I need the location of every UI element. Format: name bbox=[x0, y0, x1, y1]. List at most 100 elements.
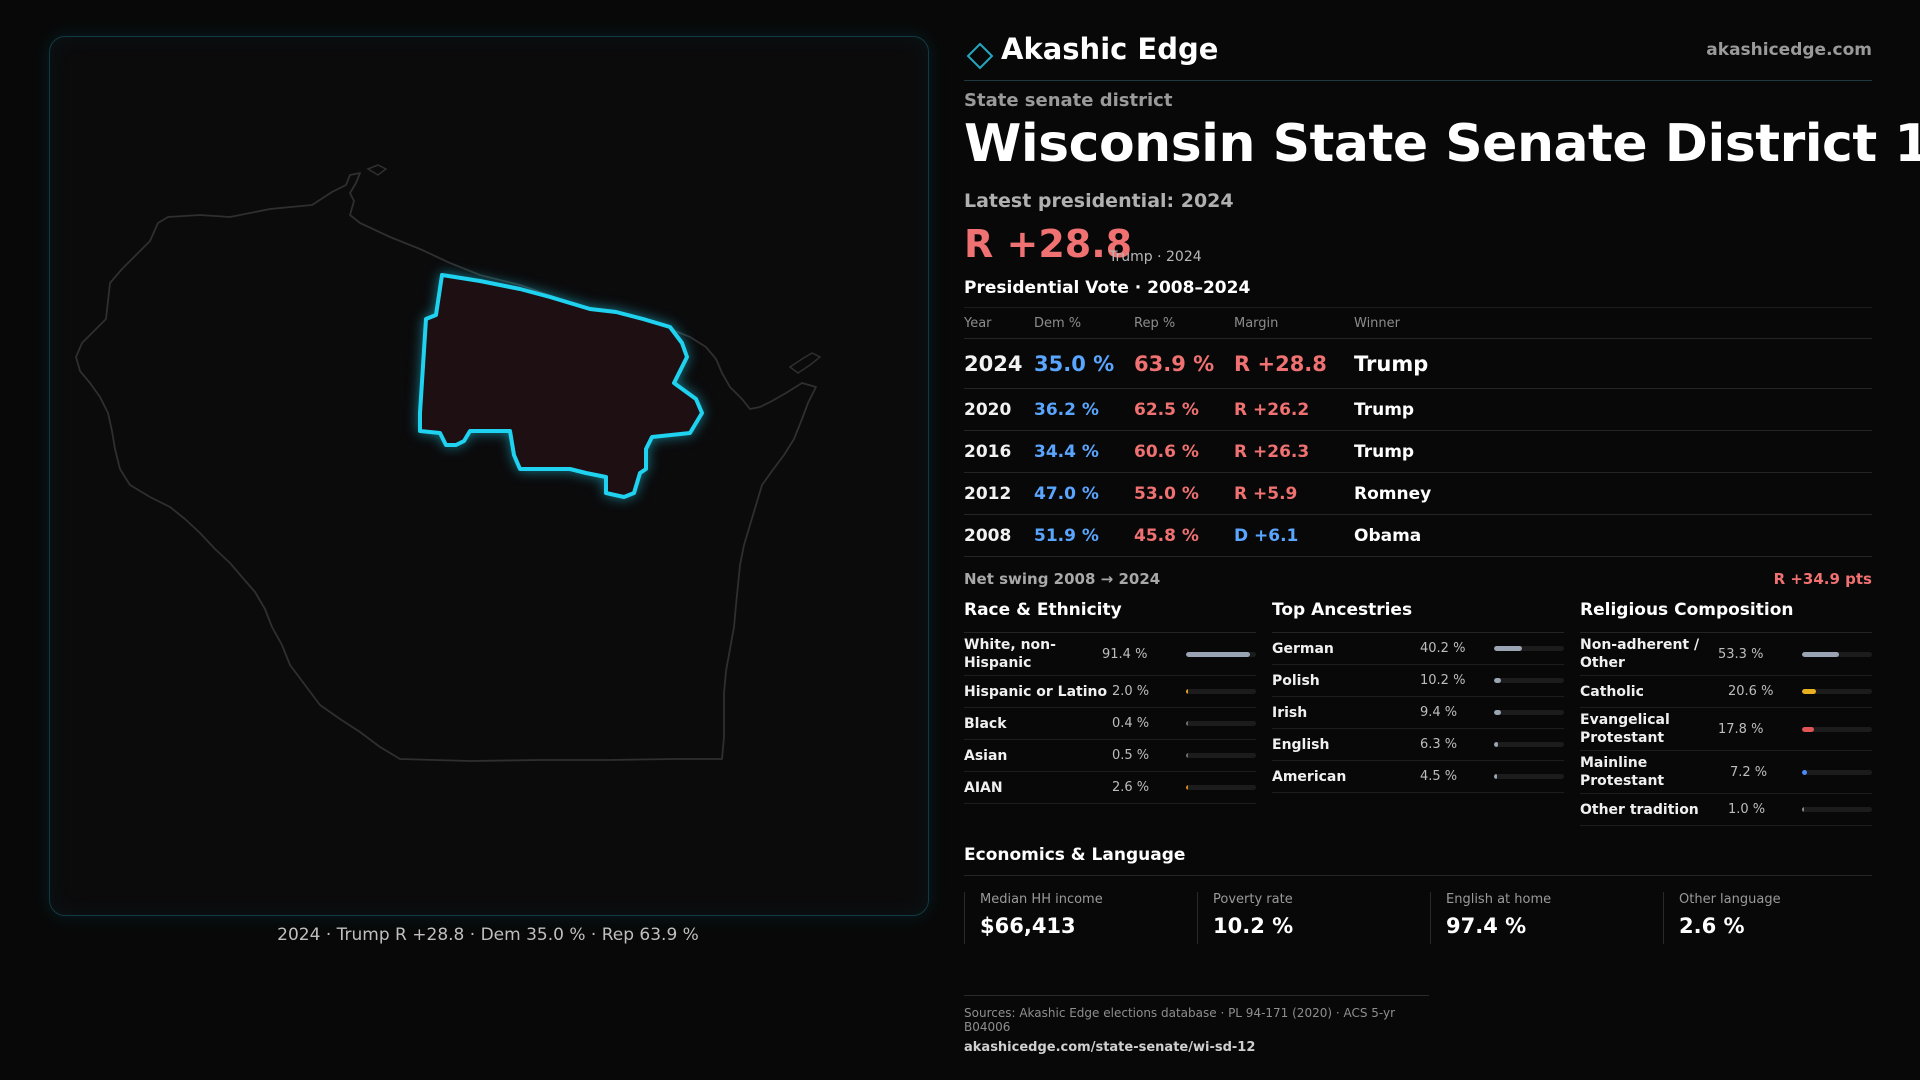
econ-stat: Median HH income $66,413 bbox=[964, 892, 1165, 944]
row-year: 2012 bbox=[964, 472, 1034, 515]
row-margin: R +5.9 bbox=[1234, 472, 1354, 515]
latest-presidential-label: Latest presidential: 2024 bbox=[964, 190, 1234, 212]
religion-title: Religious Composition bbox=[1580, 600, 1872, 633]
demo-row: Asian 0.5 % bbox=[964, 740, 1256, 772]
demo-row: Non-adherent / Other 53.3 % bbox=[1580, 633, 1872, 676]
col-rep: Rep % bbox=[1134, 307, 1234, 339]
demo-row: Other tradition 1.0 % bbox=[1580, 794, 1872, 826]
demo-bar-fill bbox=[1494, 742, 1499, 747]
row-year: 2008 bbox=[964, 514, 1034, 557]
demo-bar-fill bbox=[1494, 774, 1498, 779]
row-margin: R +26.2 bbox=[1234, 388, 1354, 431]
demo-value: 6.3 % bbox=[1420, 737, 1458, 752]
table-row: 2008 51.9 % 45.8 % D +6.1 Obama bbox=[964, 514, 1872, 557]
demo-value: 4.5 % bbox=[1420, 769, 1458, 784]
demo-bar bbox=[1802, 689, 1872, 694]
demo-value: 20.6 % bbox=[1728, 684, 1774, 699]
demo-bar-fill bbox=[1802, 769, 1808, 775]
religion-section: Religious Composition Non-adherent / Oth… bbox=[1580, 600, 1872, 826]
row-winner: Trump bbox=[1354, 338, 1872, 389]
demo-value: 2.0 % bbox=[1112, 684, 1150, 699]
econ-stat: Other language 2.6 % bbox=[1663, 892, 1864, 944]
demo-bar bbox=[1494, 774, 1564, 779]
demo-bar bbox=[1494, 678, 1564, 683]
row-dem: 51.9 % bbox=[1034, 514, 1134, 557]
district-type: State senate district bbox=[964, 90, 1173, 111]
demo-row: White, non-Hispanic 91.4 % bbox=[964, 633, 1256, 676]
row-margin: R +26.3 bbox=[1234, 430, 1354, 473]
demo-bar-fill bbox=[1494, 678, 1502, 683]
row-year: 2020 bbox=[964, 388, 1034, 431]
demo-bar bbox=[1186, 753, 1256, 758]
demo-bar bbox=[1802, 726, 1872, 732]
demo-bar-fill bbox=[1802, 651, 1840, 657]
demo-bar-fill bbox=[1494, 646, 1523, 651]
demo-bar bbox=[1802, 807, 1872, 812]
demo-value: 0.4 % bbox=[1112, 716, 1150, 731]
demo-label: Catholic bbox=[1580, 683, 1644, 700]
demo-bar bbox=[1802, 651, 1872, 657]
table-header-row: Year Dem % Rep % Margin Winner bbox=[964, 307, 1872, 339]
demo-row: Catholic 20.6 % bbox=[1580, 676, 1872, 708]
demo-bar bbox=[1186, 721, 1256, 726]
demo-bar-fill bbox=[1186, 785, 1188, 790]
net-swing: Net swing 2008 → 2024 R +34.9 pts bbox=[964, 570, 1872, 592]
row-winner: Trump bbox=[1354, 430, 1872, 473]
row-rep: 62.5 % bbox=[1134, 388, 1234, 431]
demo-bar bbox=[1494, 646, 1564, 651]
demo-label: Mainline Protestant bbox=[1580, 755, 1665, 789]
demo-label: Asian bbox=[964, 747, 1008, 764]
demo-bar bbox=[1802, 769, 1872, 775]
demo-row: Mainline Protestant 7.2 % bbox=[1580, 751, 1872, 794]
demo-label: American bbox=[1272, 768, 1347, 785]
col-margin: Margin bbox=[1234, 307, 1354, 339]
row-winner: Obama bbox=[1354, 514, 1872, 557]
demo-bar-fill bbox=[1494, 710, 1501, 715]
demo-label: Evangelical Protestant bbox=[1580, 712, 1670, 746]
demo-bar-fill bbox=[1802, 726, 1815, 732]
demo-bar bbox=[1186, 785, 1256, 790]
page-title: Wisconsin State Senate District 12 bbox=[964, 114, 1920, 174]
econ-stat-label: Other language bbox=[1679, 892, 1781, 907]
econ-stat-label: Poverty rate bbox=[1213, 892, 1293, 907]
col-dem: Dem % bbox=[1034, 307, 1134, 339]
row-rep: 60.6 % bbox=[1134, 430, 1234, 473]
table-row: 2016 34.4 % 60.6 % R +26.3 Trump bbox=[964, 430, 1872, 473]
economics-title: Economics & Language bbox=[964, 845, 1872, 876]
map-svg bbox=[75, 164, 822, 762]
district-shape bbox=[418, 273, 704, 499]
table-row: 2012 47.0 % 53.0 % R +5.9 Romney bbox=[964, 472, 1872, 515]
source-url-link[interactable]: akashicedge.com/state-senate/wi-sd-12 bbox=[964, 1040, 1256, 1055]
demo-row: German 40.2 % bbox=[1272, 633, 1564, 665]
table-row: 2020 36.2 % 62.5 % R +26.2 Trump bbox=[964, 388, 1872, 431]
row-dem: 34.4 % bbox=[1034, 430, 1134, 473]
row-rep: 53.0 % bbox=[1134, 472, 1234, 515]
demo-label: Irish bbox=[1272, 704, 1308, 721]
demo-row: Hispanic or Latino 2.0 % bbox=[964, 676, 1256, 708]
econ-stat: English at home 97.4 % bbox=[1430, 892, 1631, 944]
demo-label: English bbox=[1272, 736, 1330, 753]
demo-label: Other tradition bbox=[1580, 801, 1699, 818]
ancestries-title: Top Ancestries bbox=[1272, 600, 1564, 633]
row-year: 2016 bbox=[964, 430, 1034, 473]
net-swing-value: R +34.9 pts bbox=[1773, 570, 1872, 588]
demo-bar-fill bbox=[1802, 807, 1804, 812]
econ-stat-value: 97.4 % bbox=[1446, 914, 1527, 938]
econ-stat-label: English at home bbox=[1446, 892, 1552, 907]
demo-value: 10.2 % bbox=[1420, 673, 1466, 688]
demo-row: AIAN 2.6 % bbox=[964, 772, 1256, 804]
island-outline bbox=[788, 352, 822, 374]
demo-label: Hispanic or Latino bbox=[964, 683, 1108, 700]
row-margin: R +28.8 bbox=[1234, 338, 1354, 389]
demo-value: 53.3 % bbox=[1718, 646, 1764, 662]
demo-label: AIAN bbox=[964, 779, 1003, 796]
demo-value: 2.6 % bbox=[1112, 780, 1150, 795]
demo-bar bbox=[1186, 689, 1256, 694]
econ-stat-value: 2.6 % bbox=[1679, 914, 1745, 938]
presidential-vote-table: Year Dem % Rep % Margin Winner 2024 35.0… bbox=[964, 307, 1872, 557]
demo-row: Black 0.4 % bbox=[964, 708, 1256, 740]
brand-url-link[interactable]: akashicedge.com bbox=[1706, 40, 1872, 60]
row-rep: 63.9 % bbox=[1134, 338, 1234, 389]
demo-value: 40.2 % bbox=[1420, 641, 1466, 656]
col-winner: Winner bbox=[1354, 307, 1872, 339]
